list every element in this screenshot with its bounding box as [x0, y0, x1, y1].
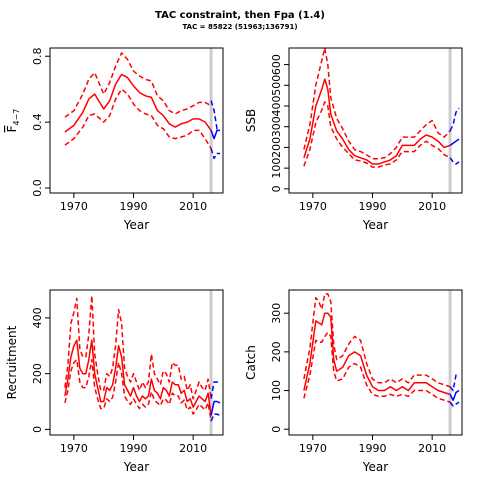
history-lower-line — [64, 358, 212, 422]
x-tick-label: 1970 — [60, 200, 88, 213]
y-tick-label: 0 — [270, 185, 283, 192]
history-mean-line — [64, 73, 212, 133]
x-axis-label: Year — [362, 460, 388, 474]
y-tick-label: 0.8 — [31, 47, 44, 64]
y-tick-label: 600 — [270, 54, 283, 75]
projection-lower-line — [449, 401, 460, 407]
y-tick-label: 300 — [270, 303, 283, 324]
y-tick-label: 100 — [270, 380, 283, 401]
panel-catch: 1970 1990 2010 0 100 200 300 Year Catch — [244, 289, 463, 474]
y-axis-label-main: F — [5, 125, 19, 132]
x-tick-label: 1990 — [120, 200, 148, 213]
y-axis-label-subscript: 4−7 — [12, 109, 21, 126]
history-upper-line — [64, 294, 212, 400]
y-tick-label: 100 — [270, 158, 283, 179]
projection-lower-line — [210, 148, 220, 160]
x-tick-label: 1990 — [359, 442, 387, 455]
projection-mean-line — [210, 400, 221, 416]
chart-subtitle: TAC = 85822 (51963;136791) — [182, 23, 298, 31]
plot-frame — [288, 47, 463, 194]
x-axis-label: Year — [123, 218, 149, 232]
x-tick-label: 1990 — [120, 442, 148, 455]
projection-lower-line — [449, 157, 460, 165]
y-tick-label: 200 — [270, 341, 283, 362]
chart-title: TAC constraint, then Fpa (1.4) — [155, 10, 325, 21]
history-mean-line — [303, 312, 451, 396]
x-axis-label: Year — [123, 460, 149, 474]
panel-fbar: 1970 1990 2010 0.0 0.4 0.8 Year F4−7 — [5, 47, 224, 232]
history-lower-line — [303, 101, 451, 168]
plot-frame — [288, 289, 463, 436]
history-lower-line — [64, 88, 212, 149]
history-upper-line — [303, 293, 451, 388]
history-upper-line — [64, 52, 212, 118]
projection-lower-line — [210, 413, 221, 422]
y-tick-label: 400 — [270, 96, 283, 117]
x-tick-label: 1970 — [299, 442, 327, 455]
projection-upper-line — [210, 381, 221, 399]
projection-mean-line — [210, 129, 220, 140]
plot-frame — [49, 47, 224, 194]
y-tick-label: 200 — [270, 137, 283, 158]
y-axis-label: F4−7 — [5, 109, 21, 133]
x-tick-label: 2010 — [179, 442, 207, 455]
y-axis-label: Catch — [244, 345, 258, 380]
y-tick-label: 500 — [270, 75, 283, 96]
y-tick-label: 400 — [31, 307, 44, 328]
projection-upper-line — [449, 374, 459, 392]
plot-frame — [49, 289, 224, 436]
y-tick-label: 0.0 — [31, 179, 44, 197]
x-axis-label: Year — [362, 218, 388, 232]
panel-recruitment: 1970 1990 2010 0 200 400 Year Recruitment — [5, 289, 224, 474]
history-mean-line — [303, 78, 451, 165]
y-tick-label: 200 — [31, 363, 44, 384]
x-tick-label: 1970 — [299, 200, 327, 213]
history-upper-line — [303, 47, 451, 160]
y-tick-label: 300 — [270, 116, 283, 137]
y-axis-label: SSB — [244, 109, 258, 132]
x-tick-label: 1990 — [359, 200, 387, 213]
y-tick-label: 0 — [270, 426, 283, 433]
y-axis-label: Recruitment — [5, 325, 19, 399]
x-tick-label: 1970 — [60, 442, 88, 455]
projection-upper-line — [210, 100, 220, 130]
x-tick-label: 2010 — [418, 200, 446, 213]
y-tick-label: 0.4 — [31, 113, 44, 131]
y-tick-label: 0 — [31, 426, 44, 433]
projection-mean-line — [449, 389, 460, 401]
projection-mean-line — [449, 138, 460, 147]
history-lower-line — [303, 331, 451, 403]
projection-upper-line — [449, 107, 460, 132]
x-tick-label: 2010 — [179, 200, 207, 213]
history-mean-line — [64, 339, 212, 416]
x-tick-label: 2010 — [418, 442, 446, 455]
